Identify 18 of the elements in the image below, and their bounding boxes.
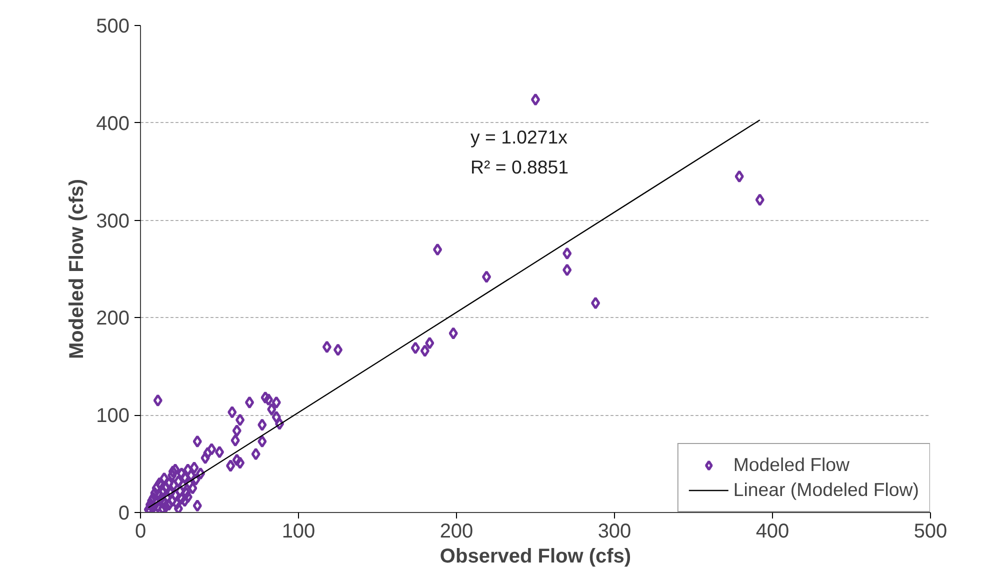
legend-label: Modeled Flow [733,454,850,476]
y-tick-label: 400 [96,112,130,135]
x-tick-label: 100 [282,520,316,542]
annotation: R² = 0.8851 [470,156,569,178]
y-axis-title: Modeled Flow (cfs) [66,179,88,359]
x-axis-title: Observed Flow (cfs) [440,546,632,568]
y-tick-label: 500 [96,16,130,38]
x-tick-label: 500 [914,520,948,542]
x-tick-label: 400 [756,520,790,542]
x-tick-label: 200 [440,520,474,542]
annotation: y = 1.0271x [470,126,568,148]
x-tick-label: 0 [134,520,146,542]
y-tick-label: 100 [96,405,130,428]
x-tick-label: 300 [598,520,632,542]
legend-label: Linear (Modeled Flow) [733,479,919,501]
y-tick-label: 200 [96,308,130,330]
y-tick-label: 0 [118,502,130,524]
y-tick-label: 300 [96,210,130,232]
